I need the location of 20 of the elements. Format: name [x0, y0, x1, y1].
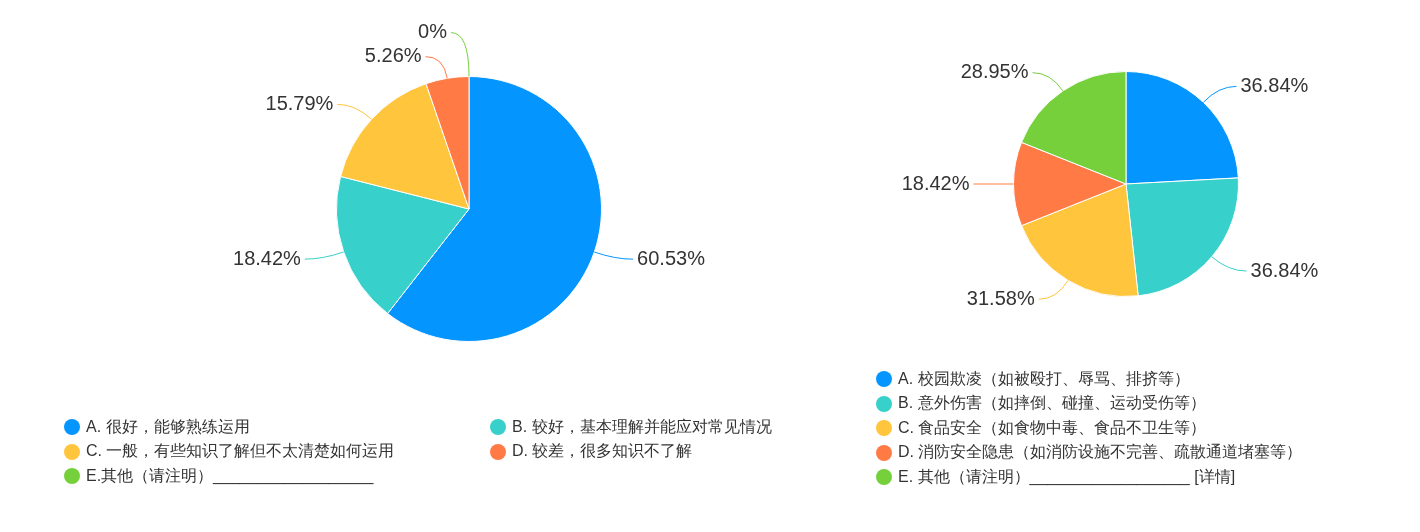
data-label: 31.58% [966, 286, 1035, 309]
legend-label: E. 其他（请注明）__________________ [详情] [898, 466, 1236, 488]
legend-label: A. 校园欺凌（如被殴打、辱骂、排挤等） [898, 368, 1190, 389]
data-label: 36.84% [1240, 73, 1309, 96]
data-label: 18.42% [901, 171, 970, 194]
data-label: 60.53% [637, 246, 706, 269]
legend-label: D. 较差，很多知识不了解 [512, 441, 693, 462]
data-label: 28.95% [960, 60, 1029, 83]
data-label: 18.42% [233, 246, 302, 269]
legend-label: E.其他（请注明）__________________ [86, 465, 374, 487]
legend-label: C. 一般，有些知识了解但不太清楚如何运用 [86, 441, 395, 462]
legend-label: B. 较好，基本理解并能应对常见情况 [512, 416, 772, 437]
text: 0% [418, 20, 447, 43]
data-label: 15.79% [265, 91, 334, 114]
legend-label: D. 消防安全隐患（如消防设施不完善、疏散通道堵塞等） [898, 442, 1303, 463]
legend-label: A. 很好，能够熟练运用 [86, 416, 250, 437]
legend-label: C. 食品安全（如食物中毒、食品不卫生等） [898, 417, 1207, 438]
data-label: 36.84% [1250, 258, 1319, 281]
data-label: 5.26% [364, 44, 422, 67]
legend-label: B. 意外伤害（如摔倒、碰撞、运动受伤等） [898, 393, 1206, 414]
